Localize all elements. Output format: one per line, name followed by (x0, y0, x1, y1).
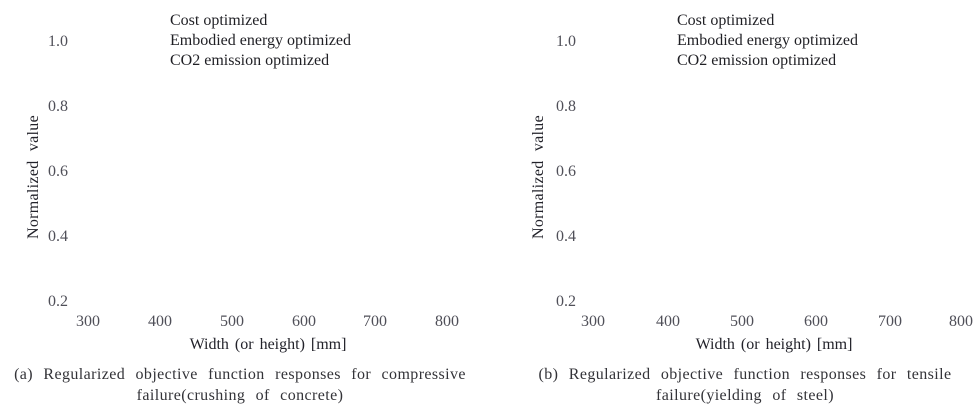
caption-line-1: (b) Regularized objective function respo… (538, 366, 952, 383)
x-tick-label: 700 (878, 313, 902, 330)
y-tick-label: 0.6 (556, 163, 576, 180)
caption-line-2: failure(yielding of steel) (656, 387, 834, 404)
legend: Cost optimized Embodied energy optimized… (170, 11, 351, 71)
x-tick-label: 500 (220, 313, 244, 330)
caption-line-2: failure(crushing of concrete) (136, 387, 344, 404)
x-tick-label: 600 (292, 313, 316, 330)
x-tick-label: 800 (949, 313, 973, 330)
chart-panel-b: Cost optimized Embodied energy optimized… (487, 0, 974, 414)
legend-entry-co2: CO2 emission optimized (170, 52, 330, 69)
y-tick-label: 0.6 (48, 163, 68, 180)
plot-area (75, 32, 465, 312)
y-axis-title: Normalized value (25, 115, 42, 239)
legend-entry-cost: Cost optimized (170, 12, 268, 29)
x-axis-title: Width (or height) [mm] (695, 336, 853, 353)
legend: Cost optimized Embodied energy optimized… (677, 11, 858, 71)
panel-caption: (a) Regularized objective function respo… (14, 364, 466, 406)
y-tick-label: 0.2 (48, 293, 68, 310)
legend-entry-cost: Cost optimized (677, 12, 775, 29)
y-tick-label: 0.4 (48, 228, 68, 245)
legend-entry-co2: CO2 emission optimized (677, 52, 837, 69)
y-axis-title: Normalized value (530, 115, 547, 239)
y-tick-label: 0.8 (556, 98, 576, 115)
y-tick-label: 0.2 (556, 293, 576, 310)
x-tick-label: 700 (363, 313, 387, 330)
plot-area (580, 32, 968, 312)
x-axis-title: Width (or height) [mm] (189, 336, 347, 353)
legend-entry-embodied-energy: Embodied energy optimized (677, 32, 858, 49)
x-tick-label: 300 (76, 313, 100, 330)
chart-panel-a: Cost optimized Embodied energy optimized… (14, 11, 466, 406)
x-tick-label: 500 (730, 313, 754, 330)
x-tick-label: 400 (656, 313, 680, 330)
x-tick-label: 300 (581, 313, 605, 330)
x-tick-label: 800 (435, 313, 459, 330)
y-tick-label: 0.8 (48, 98, 68, 115)
panel-caption: (b) Regularized objective function respo… (539, 364, 952, 406)
y-tick-label: 1.0 (556, 33, 576, 50)
y-tick-label: 1.0 (48, 33, 68, 50)
y-tick-label: 0.4 (556, 228, 576, 245)
caption-line-1: (a) Regularized objective function respo… (14, 366, 466, 383)
legend-entry-embodied-energy: Embodied energy optimized (170, 32, 351, 49)
x-tick-label: 600 (804, 313, 828, 330)
x-tick-label: 400 (148, 313, 172, 330)
